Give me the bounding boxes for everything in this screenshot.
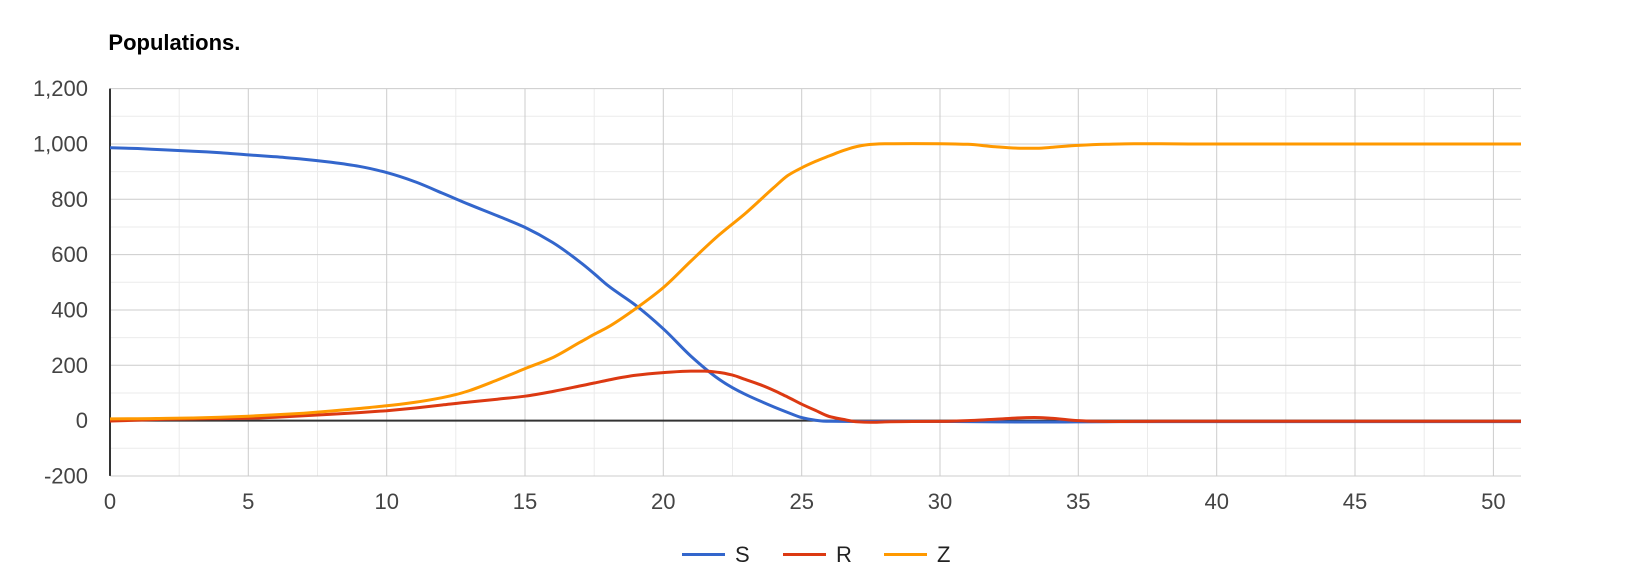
svg-text:30: 30 <box>928 489 952 514</box>
svg-text:800: 800 <box>51 187 88 212</box>
svg-text:35: 35 <box>1066 489 1090 514</box>
svg-text:0: 0 <box>76 408 88 433</box>
svg-text:5: 5 <box>242 489 254 514</box>
svg-text:1,000: 1,000 <box>33 132 88 157</box>
svg-text:200: 200 <box>51 353 88 378</box>
svg-text:-200: -200 <box>44 464 88 489</box>
svg-text:15: 15 <box>513 489 537 514</box>
svg-text:20: 20 <box>651 489 675 514</box>
svg-text:40: 40 <box>1204 489 1228 514</box>
svg-text:45: 45 <box>1343 489 1367 514</box>
svg-text:1,200: 1,200 <box>33 76 88 101</box>
svg-text:Populations.: Populations. <box>108 30 240 55</box>
svg-text:400: 400 <box>51 298 88 323</box>
svg-text:10: 10 <box>374 489 398 514</box>
svg-text:25: 25 <box>789 489 813 514</box>
svg-text:R: R <box>836 542 852 567</box>
svg-text:600: 600 <box>51 242 88 267</box>
svg-text:50: 50 <box>1481 489 1505 514</box>
svg-text:S: S <box>735 542 750 567</box>
svg-text:0: 0 <box>104 489 116 514</box>
svg-text:Z: Z <box>937 542 950 567</box>
